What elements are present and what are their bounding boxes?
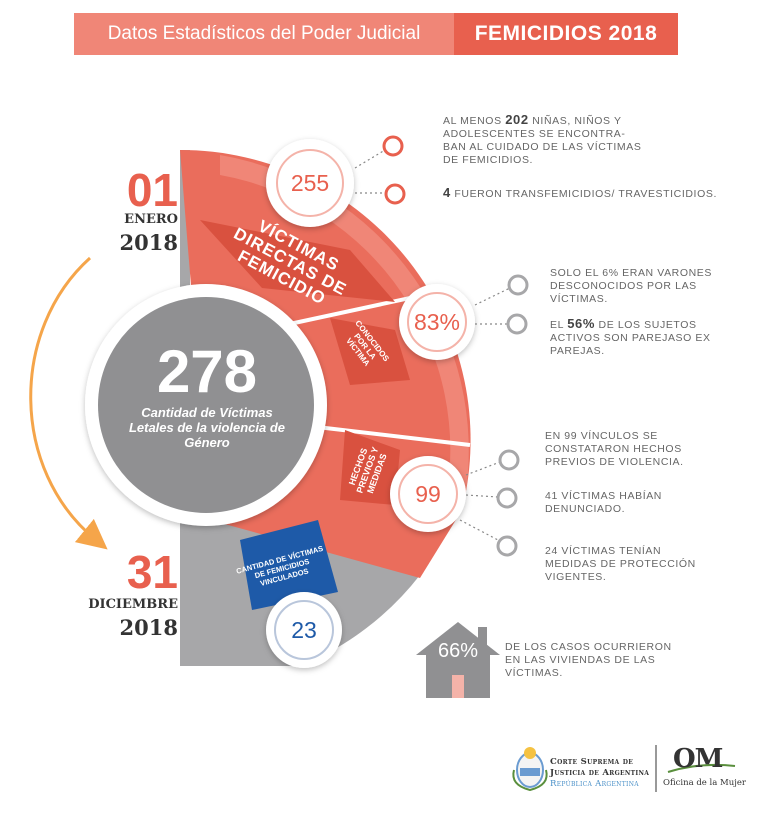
total-description: Cantidad de Víctimas Letales de la viole… [128,405,286,450]
argentina-seal-icon [512,747,548,792]
house-icon [416,622,500,698]
bullet-4 [506,313,528,335]
bullet-7 [496,535,518,557]
start-day: 01 [126,164,178,216]
badge-23-inner [274,600,334,660]
note-previous-violence: EN 99 VÍNCULOS SE CONSTATARON HECHOS PRE… [545,430,684,468]
note-protection: 24 VÍCTIMAS TENÍAN MEDIDAS DE PROTECCIÓN… [545,545,696,583]
footer-republic: República Argentina [550,779,639,789]
start-month: ENERO [124,212,178,227]
badge-83-inner [407,292,467,352]
leader-6 [465,494,499,498]
om-subtitle: Oficina de la Mujer [663,778,746,788]
ribbon-linked [240,520,338,610]
badge-255-inner [276,149,344,217]
coral-right-edge [220,155,469,505]
leader-5 [465,461,501,476]
linked-value: 23 [291,617,317,643]
note-reported: 41 VÍCTIMAS HABÍAN DENUNCIADO. [545,490,662,515]
known-value: 83% [413,309,461,335]
timeline-arrow [29,256,108,550]
badge-99-inner [398,464,458,524]
separator-2 [299,423,471,447]
note-transfemicides: 4 FUERON TRANSFEMICIDIOS/ TRAVESTICIDIOS… [443,185,717,200]
ribbon-direct [200,220,395,302]
start-year: 2018 [119,230,178,255]
total-circle [98,297,314,513]
bullet-5 [498,449,520,471]
note-partners: EL 56% DE LOS SUJETOS ACTIVOS SON PAREJA… [550,316,711,357]
header-title: FEMICIDIOS 2018 [454,13,678,55]
end-day: 31 [126,546,178,598]
direct-victims-value: 255 [290,170,330,196]
ribbon-previous [340,430,400,505]
leader-3 [474,287,511,306]
om-logo: OM [673,744,723,774]
footer-court-line1: Corte Suprema de [550,757,634,767]
note-children: AL MENOS 202 NIÑAS, NIÑOS Y ADOLESCENTES… [443,112,642,166]
footer-court-line2: Justicia de Argentina [550,768,650,778]
leader-7 [459,519,499,541]
end-year: 2018 [119,615,178,640]
leader-1 [354,149,386,169]
header-subtitle: Datos Estadísticos del Poder Judicial [74,13,454,55]
total-value: 278 [156,338,258,405]
ribbon-known [330,318,410,385]
bullet-3 [507,274,529,296]
om-swoosh-icon [667,763,736,773]
bullet-1 [382,135,404,157]
note-unknown: SOLO EL 6% ERAN VARONES DESCONOCIDOS POR… [550,267,713,305]
bullet-6 [496,487,518,509]
previous-value: 99 [415,481,441,507]
bullet-2 [384,183,406,205]
house-value: 66% [437,640,479,662]
house-text: DE LOS CASOS OCURRIERON EN LAS VIVIENDAS… [505,641,672,679]
end-month: DICIEMBRE [88,597,178,612]
